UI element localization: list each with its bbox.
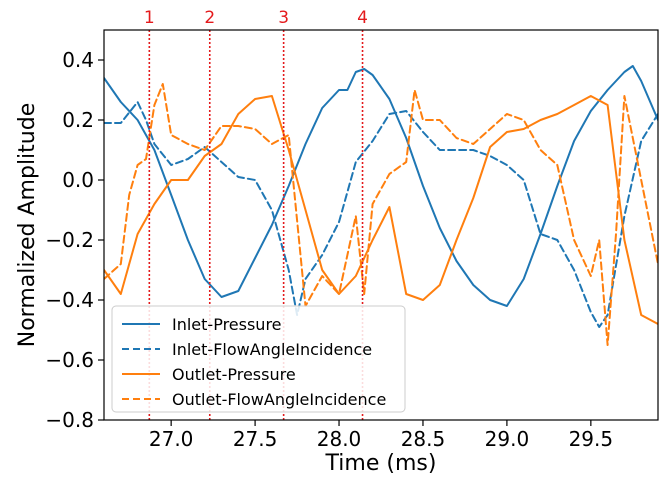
x-tick-label-2: 28.0 <box>317 427 362 451</box>
legend: Inlet-Pressure Inlet-FlowAngleIncidence Ou… <box>111 305 406 413</box>
x-ticks: 27.0 27.5 28.0 28.5 29.0 29.5 <box>149 420 613 451</box>
y-ticks: −0.8 −0.6 −0.4 −0.2 0.0 0.2 0.4 <box>45 48 104 432</box>
legend-label-0: Inlet-Pressure <box>172 315 282 334</box>
y-tick-label-1: −0.6 <box>45 348 94 372</box>
legend-label-1: Inlet-FlowAngleIncidence <box>172 340 372 359</box>
x-tick-label-1: 27.5 <box>233 427 278 451</box>
y-tick-label-2: −0.4 <box>45 288 94 312</box>
series-layer <box>104 65 658 346</box>
y-tick-label-4: 0.0 <box>62 168 94 192</box>
series-line-0 <box>104 65 658 307</box>
y-tick-label-3: −0.2 <box>45 228 94 252</box>
y-tick-label-0: −0.8 <box>45 408 94 432</box>
legend-label-3: Outlet-FlowAngleIncidence <box>172 390 386 409</box>
x-tick-label-5: 29.5 <box>569 427 614 451</box>
legend-box <box>111 305 406 413</box>
series-line-3 <box>104 83 658 346</box>
event-marker-label-3: 4 <box>357 8 368 28</box>
legend-label-2: Outlet-Pressure <box>172 365 296 384</box>
y-tick-label-5: 0.2 <box>62 108 94 132</box>
series-line-1 <box>104 101 658 328</box>
event-marker-label-0: 1 <box>144 8 155 28</box>
series-line-2 <box>104 95 658 325</box>
x-tick-label-0: 27.0 <box>149 427 194 451</box>
x-axis-label: Time (ms) <box>325 451 437 476</box>
y-axis-label: Normalized Amplitude <box>15 103 40 348</box>
event-marker-label-2: 3 <box>278 8 289 28</box>
event-marker-label-1: 2 <box>204 8 215 28</box>
x-tick-label-3: 28.5 <box>401 427 446 451</box>
y-tick-label-6: 0.4 <box>62 48 94 72</box>
plot-frame <box>103 29 659 421</box>
x-tick-label-4: 29.0 <box>485 427 530 451</box>
